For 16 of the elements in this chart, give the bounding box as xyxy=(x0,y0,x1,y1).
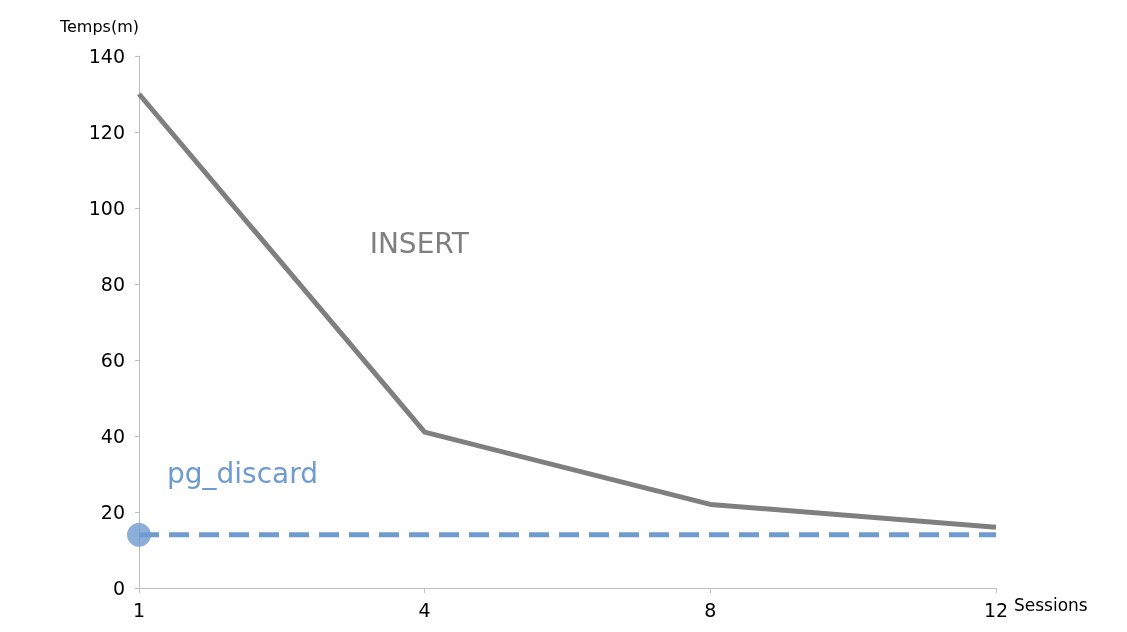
x-tick-label: 12 xyxy=(983,598,1009,621)
text: INSERT xyxy=(369,226,470,260)
series-label: pg_discard xyxy=(167,457,319,491)
x-tick-label: 8 xyxy=(704,598,717,621)
x-axis-title: Sessions xyxy=(1013,594,1088,615)
y-tick-label: 20 xyxy=(100,501,125,523)
y-tick-label: 0 xyxy=(112,577,125,599)
y-tick-label: 140 xyxy=(88,45,125,67)
x-tick-label: 4 xyxy=(418,598,431,621)
y-tick-label: 120 xyxy=(88,121,125,143)
y-tick-label: 40 xyxy=(100,425,125,447)
y-axis-title: Temps(m) xyxy=(58,16,139,36)
y-tick-label: 80 xyxy=(100,273,125,295)
y-tick-label: 100 xyxy=(88,197,125,219)
y-tick-label: 60 xyxy=(100,349,125,371)
x-tick-label: 1 xyxy=(132,598,146,621)
